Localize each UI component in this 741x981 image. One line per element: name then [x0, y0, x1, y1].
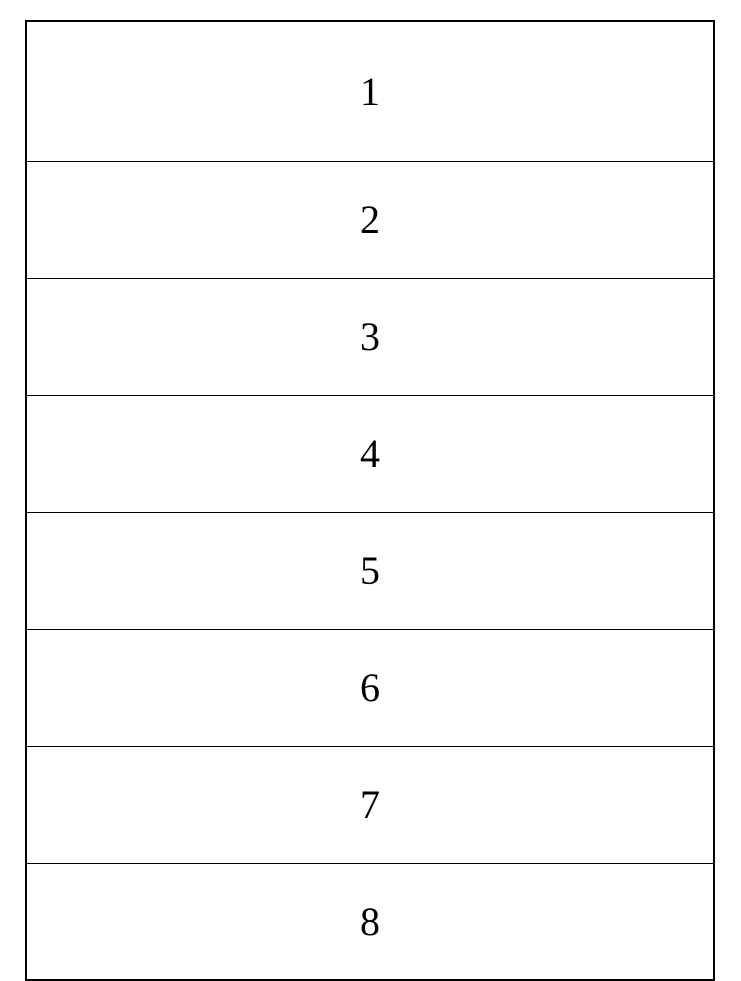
table-body: 1 2 3 4 5 6 7 8: [26, 21, 714, 980]
table-row: 4: [26, 395, 714, 512]
numbered-blocks-table: 1 2 3 4 5 6 7 8: [25, 20, 715, 981]
table-row: 3: [26, 278, 714, 395]
table-cell: 6: [26, 629, 714, 746]
table-row: 5: [26, 512, 714, 629]
table-row: 1: [26, 21, 714, 161]
table-row: 2: [26, 161, 714, 278]
table-row: 8: [26, 863, 714, 980]
table-cell: 5: [26, 512, 714, 629]
table-row: 6: [26, 629, 714, 746]
table-cell: 8: [26, 863, 714, 980]
table-cell: 4: [26, 395, 714, 512]
table-cell: 2: [26, 161, 714, 278]
table-cell: 7: [26, 746, 714, 863]
table-cell: 1: [26, 21, 714, 161]
table-cell: 3: [26, 278, 714, 395]
table-row: 7: [26, 746, 714, 863]
